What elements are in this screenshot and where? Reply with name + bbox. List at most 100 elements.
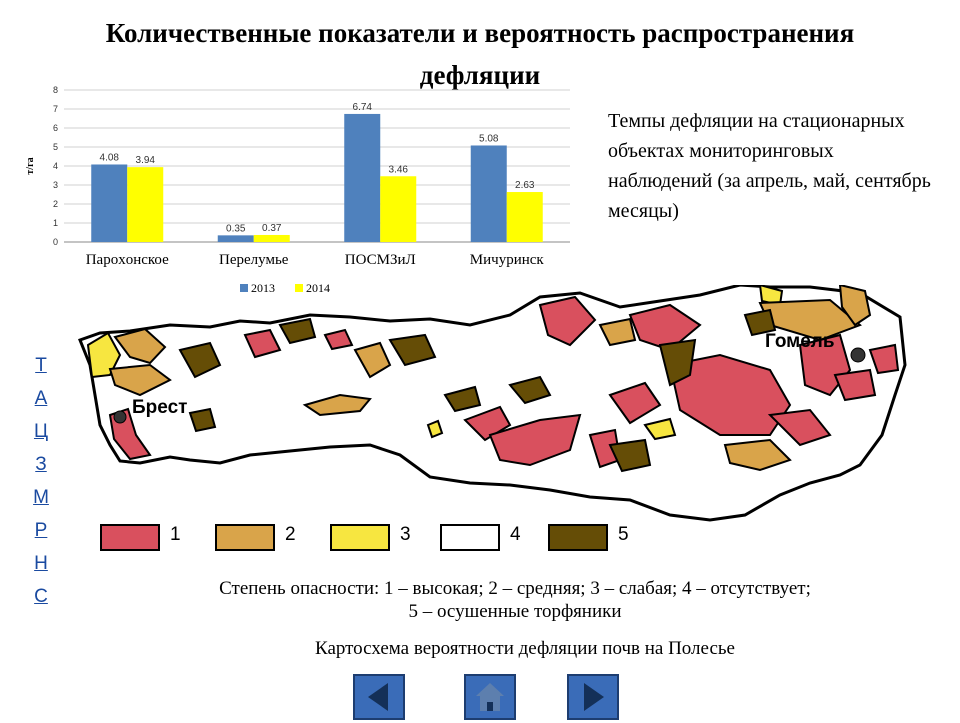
legend-swatch-1 [100, 524, 160, 551]
legend-label-1: 1 [170, 524, 181, 545]
bar-2014 [127, 167, 164, 242]
map-zone-drained-peat [743, 308, 777, 337]
map-zone-drained-peat [278, 317, 317, 345]
x-tick-label: Пароxонское [86, 252, 169, 268]
map-zone-weak [643, 417, 677, 441]
legend-swatch-2013 [240, 284, 248, 292]
side-nav-link-8[interactable]: С [34, 586, 48, 607]
danger-degree-caption: Степень опасности: 1 – высокая; 2 – сред… [100, 577, 930, 623]
side-nav-link-3[interactable]: Ц [33, 421, 49, 442]
map-zone-medium [302, 393, 372, 417]
map-zone-drained-peat [658, 338, 697, 387]
bar-2014 [253, 234, 290, 242]
bar-value-label: 3.46 [389, 164, 409, 175]
chart-legend-label: 2013 [251, 281, 275, 295]
map-zone-medium [108, 363, 172, 397]
side-nav-link-1[interactable]: Т [35, 355, 47, 376]
side-nav-link-7[interactable]: Н [34, 553, 48, 574]
side-nav-link-4[interactable]: З [35, 454, 47, 475]
map-zone-high [488, 413, 582, 467]
arrow-right-icon [584, 683, 604, 711]
legend-label-3: 3 [400, 524, 411, 545]
map-zone-high [538, 295, 597, 347]
legend-label-4: 4 [510, 524, 521, 545]
bar-2013 [470, 145, 507, 242]
side-nav-link-6[interactable]: Р [34, 520, 48, 541]
legend-label-5: 5 [618, 524, 629, 545]
y-tick-label: 4 [53, 161, 58, 171]
page-title-line1: Количественные показатели и вероятность … [105, 18, 855, 48]
brest-marker [113, 410, 127, 424]
chart-bars [91, 113, 543, 242]
home-button[interactable] [464, 674, 516, 720]
map-zone-medium [598, 317, 637, 347]
gomel-marker [850, 347, 866, 363]
map-zone-medium [838, 285, 872, 327]
legend-swatch-2 [215, 524, 275, 551]
danger-degree-line1: Степень опасности: 1 – высокая; 2 – сред… [219, 578, 811, 599]
bar-value-label: 0.35 [226, 223, 246, 234]
bar-chart: 0 1 2 3 4 5 6 7 8 т/га 4.08 3.94 Пароxонское 0.35 0.37… [25, 85, 570, 295]
bar-2013 [344, 113, 381, 242]
chart-legend: 2013 2014 [240, 281, 330, 295]
legend-swatch-5 [548, 524, 608, 551]
bar-2013 [217, 235, 254, 242]
map-zone-weak [426, 419, 444, 439]
map-zone-medium [723, 438, 792, 472]
map-zone-drained-peat [443, 385, 482, 413]
bar-2014 [380, 176, 417, 242]
map-zone-drained-peat [178, 341, 222, 379]
y-tick-label: 3 [53, 180, 58, 190]
map-zone-medium [353, 341, 392, 379]
map-zone-weak [86, 331, 122, 379]
bar-value-label: 3.94 [136, 155, 156, 166]
map-zone-high [833, 368, 877, 402]
bar-2014 [506, 192, 543, 242]
side-nav-link-5[interactable]: М [33, 487, 49, 508]
y-tick-label: 5 [53, 142, 58, 152]
city-label-gomel: Гомель [765, 331, 835, 352]
back-button[interactable] [353, 674, 405, 720]
chart-legend-label: 2014 [306, 281, 330, 295]
deflation-rate-description: Темпы дефляции на стационарных объектах … [608, 110, 931, 222]
bar-value-label: 5.08 [479, 133, 499, 144]
map-zone-high [608, 381, 662, 425]
legend-swatch-3 [330, 524, 390, 551]
side-nav-link-2[interactable]: А [34, 388, 48, 409]
map-zone-high [767, 408, 832, 447]
map-region-outline [78, 285, 907, 522]
map-caption: Картосхема вероятности дефляции почв на … [315, 638, 735, 659]
home-icon [476, 683, 504, 711]
y-tick-label: 0 [53, 237, 58, 247]
arrow-left-icon [368, 683, 388, 711]
map-zone-high [868, 343, 900, 375]
y-axis-label: т/га [25, 157, 36, 174]
map-zone-drained-peat [508, 375, 552, 405]
map-zone-high [243, 328, 282, 359]
polesie-deflation-map: Брест Гомель [78, 285, 907, 522]
bar-value-label: 6.74 [353, 102, 373, 113]
chart-labels: 0 1 2 3 4 5 6 7 8 т/га 4.08 3.94 Пароxонское 0.35 0.37… [25, 85, 544, 268]
danger-degree-line2: 5 – осушенные торфяники [408, 601, 622, 622]
legend-swatch-4 [440, 524, 500, 551]
y-tick-label: 2 [53, 199, 58, 209]
page-title-line2: дефляции [419, 60, 541, 90]
page-title: Количественные показатели и вероятность … [20, 12, 940, 96]
map-zone-high [628, 303, 702, 352]
map-zone-drained-peat [188, 407, 217, 433]
map-zone-drained-peat [388, 333, 437, 367]
x-tick-label: Мичуринск [470, 252, 545, 268]
map-zone-medium [113, 327, 167, 365]
forward-button[interactable] [567, 674, 619, 720]
y-tick-label: 7 [53, 104, 58, 114]
bar-value-label: 2.63 [515, 180, 535, 191]
side-nav: Т А Ц З М Р Н С [30, 355, 52, 619]
y-tick-label: 8 [53, 85, 58, 95]
bar-value-label: 4.08 [100, 152, 120, 163]
x-tick-label: ПОСМЗиЛ [345, 252, 416, 268]
city-label-brest: Брест [132, 397, 187, 418]
bar-value-label: 0.37 [262, 223, 282, 234]
legend-swatch-2014 [295, 284, 303, 292]
legend-label-2: 2 [285, 524, 296, 545]
y-tick-label: 1 [53, 218, 58, 228]
